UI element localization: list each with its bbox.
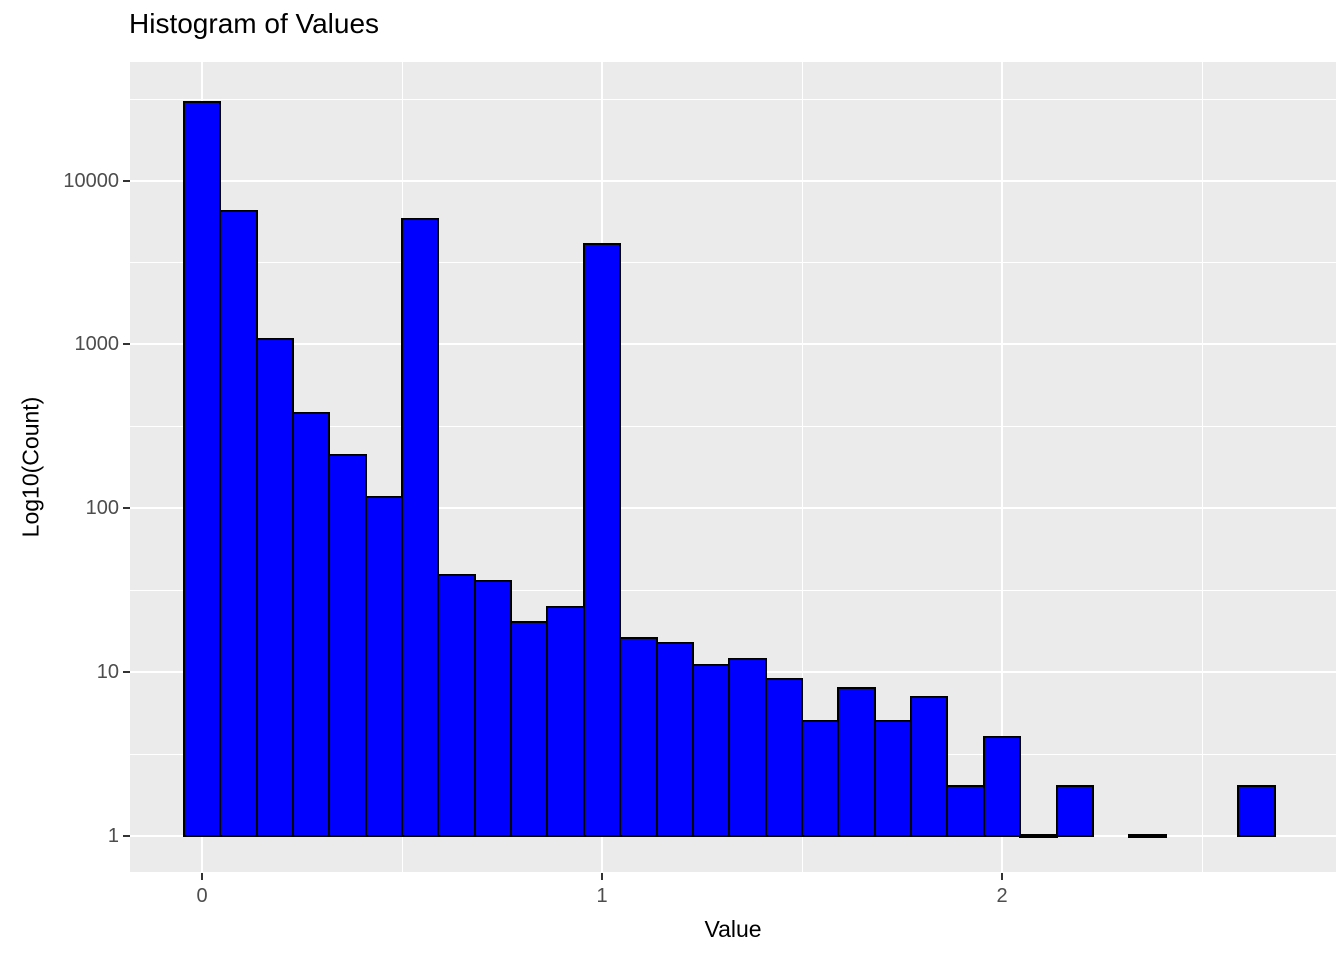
y-tick-label: 10000 bbox=[63, 169, 119, 192]
histogram-bar bbox=[764, 678, 804, 837]
x-minor-gridline bbox=[1201, 62, 1203, 872]
histogram-bar bbox=[910, 696, 949, 837]
histogram-bar bbox=[182, 101, 222, 837]
y-major-gridline bbox=[130, 507, 1336, 509]
histogram-bar bbox=[510, 621, 549, 837]
histogram-bar bbox=[437, 573, 476, 837]
y-tick-mark bbox=[123, 179, 130, 182]
x-tick-label: 0 bbox=[196, 885, 208, 907]
chart-title: Histogram of Values bbox=[129, 8, 380, 39]
histogram-bar bbox=[546, 605, 585, 837]
histogram-bar bbox=[655, 641, 694, 837]
histogram-bar bbox=[982, 735, 1022, 837]
y-minor-gridline bbox=[130, 262, 1336, 264]
y-tick-label: 1 bbox=[107, 824, 119, 847]
y-tick-mark bbox=[123, 343, 130, 346]
x-tick-mark bbox=[601, 873, 603, 880]
y-tick-label: 100 bbox=[85, 497, 119, 519]
x-tick-mark bbox=[1001, 873, 1003, 880]
y-tick-mark bbox=[123, 834, 130, 837]
histogram-bar bbox=[873, 720, 912, 837]
histogram-bar bbox=[292, 412, 331, 837]
histogram-bar bbox=[692, 663, 731, 837]
histogram-bar bbox=[728, 657, 767, 837]
y-major-gridline bbox=[130, 179, 1336, 182]
y-minor-gridline bbox=[130, 98, 1336, 100]
y-tick-label: 1000 bbox=[74, 333, 120, 356]
histogram-bar bbox=[619, 637, 658, 837]
x-minor-gridline bbox=[801, 62, 803, 872]
histogram-bar bbox=[582, 242, 622, 837]
x-tick-mark bbox=[201, 873, 203, 880]
histogram-bar bbox=[400, 218, 440, 837]
y-tick-label: 10 bbox=[96, 660, 119, 683]
x-tick-label: 1 bbox=[596, 885, 608, 907]
x-major-gridline bbox=[1001, 62, 1003, 872]
histogram-bar bbox=[364, 495, 404, 837]
histogram-bar bbox=[1128, 834, 1167, 838]
y-tick-mark bbox=[123, 507, 130, 509]
y-major-gridline bbox=[130, 343, 1336, 346]
histogram-bar bbox=[1237, 785, 1276, 837]
histogram-bar bbox=[473, 579, 512, 837]
y-tick-mark bbox=[123, 670, 130, 673]
x-tick-label: 2 bbox=[996, 885, 1008, 907]
histogram-bar bbox=[946, 785, 985, 837]
histogram-bar bbox=[800, 720, 840, 837]
y-minor-gridline bbox=[130, 426, 1336, 428]
histogram-bar bbox=[837, 686, 876, 837]
histogram-bar bbox=[1019, 834, 1058, 838]
histogram-bar bbox=[255, 338, 294, 837]
y-minor-gridline bbox=[130, 589, 1336, 591]
plot-panel bbox=[130, 62, 1336, 872]
x-axis-title: Value bbox=[704, 916, 762, 942]
histogram-bar bbox=[328, 454, 367, 837]
histogram-bar bbox=[219, 210, 258, 837]
histogram-bar bbox=[1055, 785, 1094, 837]
y-axis-title: Log10(Count) bbox=[17, 396, 44, 538]
